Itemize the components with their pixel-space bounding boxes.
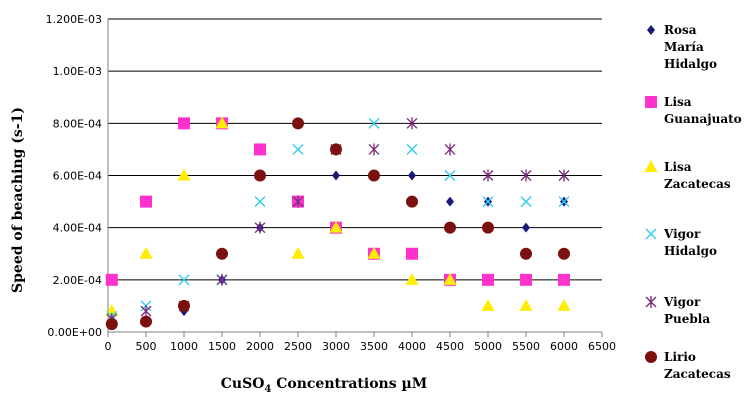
y-tick-label: 8.00E-04 [53, 117, 102, 130]
point-square [178, 117, 190, 129]
grid-lines [108, 19, 602, 280]
legend-label: Zacatecas [664, 177, 731, 191]
y-axis-title: Speed of beaching (s-1) [10, 107, 26, 293]
y-tick-label: 4.00E-04 [53, 222, 102, 235]
point-x [407, 144, 417, 154]
point-square [406, 248, 418, 260]
x-axis-title-main: CuSO [221, 376, 265, 392]
x-tick-label: 2000 [246, 340, 274, 353]
x-tick-label: 4500 [436, 340, 464, 353]
point-triangle [178, 169, 191, 181]
point-triangle [292, 247, 305, 259]
x-tick-label: 4000 [398, 340, 426, 353]
point-square [482, 274, 494, 286]
legend-marker-triangle [645, 160, 658, 172]
point-asterisk [141, 305, 151, 317]
legend-marker-circle [645, 351, 657, 363]
tick-labels: 0.00E+00 2.00E-04 4.00E-04 6.00E-04 8.00E-04… [46, 13, 616, 353]
point-diamond [332, 171, 340, 181]
x-tick-label: 1500 [208, 340, 236, 353]
point-circle [254, 170, 266, 182]
legend-label: Rosa [664, 23, 697, 37]
legend-label: Hidalgo [664, 244, 717, 258]
point-asterisk [369, 143, 379, 155]
point-square [558, 274, 570, 286]
legend-label: María [664, 40, 704, 54]
x-tick-label: 5000 [474, 340, 502, 353]
point-circle [444, 222, 456, 234]
legend-marker-square [645, 96, 657, 108]
data-points [105, 116, 570, 330]
point-square [520, 274, 532, 286]
point-circle [482, 222, 494, 234]
point-x [293, 144, 303, 154]
legend: Rosa María Hidalgo Lisa Guanajuato Lisa Zacate… [645, 23, 742, 381]
legend-label: Hidalgo [664, 57, 717, 71]
point-circle [140, 316, 152, 328]
legend-label: Guanajuato [664, 112, 742, 126]
legend-label: Puebla [664, 312, 710, 326]
y-tick-label: 0.00E+00 [47, 326, 102, 339]
legend-marker-diamond [647, 25, 655, 35]
point-circle [292, 117, 304, 129]
point-asterisk [445, 143, 455, 155]
x-tick-label: 0 [105, 340, 112, 353]
point-circle [106, 318, 118, 330]
point-triangle [140, 247, 153, 259]
x-tick-label: 3500 [360, 340, 388, 353]
point-circle [368, 170, 380, 182]
point-circle [216, 248, 228, 260]
y-tick-label: 1.00E-03 [53, 65, 102, 78]
legend-marker-x [646, 229, 656, 239]
point-triangle [558, 299, 571, 311]
point-diamond [522, 223, 530, 233]
x-axis-title-rest: Concentrations µM [271, 376, 427, 392]
x-tick-label: 5500 [512, 340, 540, 353]
legend-label: Lisa [664, 95, 692, 109]
point-diamond [446, 197, 454, 207]
x-axis-title-subscript: 4 [264, 384, 271, 395]
y-tick-label: 1.200E-03 [46, 13, 102, 26]
x-tick-label: 6500 [588, 340, 616, 353]
x-tick-label: 500 [136, 340, 157, 353]
y-tick-label: 2.00E-04 [53, 274, 102, 287]
y-tick-label: 6.00E-04 [53, 170, 102, 183]
legend-marker-asterisk [646, 296, 656, 308]
point-square [140, 196, 152, 208]
point-circle [520, 248, 532, 260]
x-tick-label: 2500 [284, 340, 312, 353]
x-tick-label: 1000 [170, 340, 198, 353]
legend-label: Zacatecas [664, 367, 731, 381]
point-circle [178, 300, 190, 312]
point-circle [558, 248, 570, 260]
point-triangle [520, 299, 533, 311]
legend-label: Vigor [663, 295, 701, 309]
point-square [254, 143, 266, 155]
point-diamond [408, 171, 416, 181]
legend-label: Lisa [664, 160, 692, 174]
x-tick-label: 6000 [550, 340, 578, 353]
legend-label: Vigor [663, 227, 701, 241]
point-triangle [482, 299, 495, 311]
legend-label: Lirio [664, 350, 696, 364]
point-x [255, 197, 265, 207]
point-x [521, 197, 531, 207]
point-square [106, 274, 118, 286]
point-circle [406, 196, 418, 208]
point-circle [330, 143, 342, 155]
x-axis-title: CuSO4 Concentrations µM [221, 376, 427, 395]
point-triangle [406, 273, 419, 285]
x-tick-label: 3000 [322, 340, 350, 353]
